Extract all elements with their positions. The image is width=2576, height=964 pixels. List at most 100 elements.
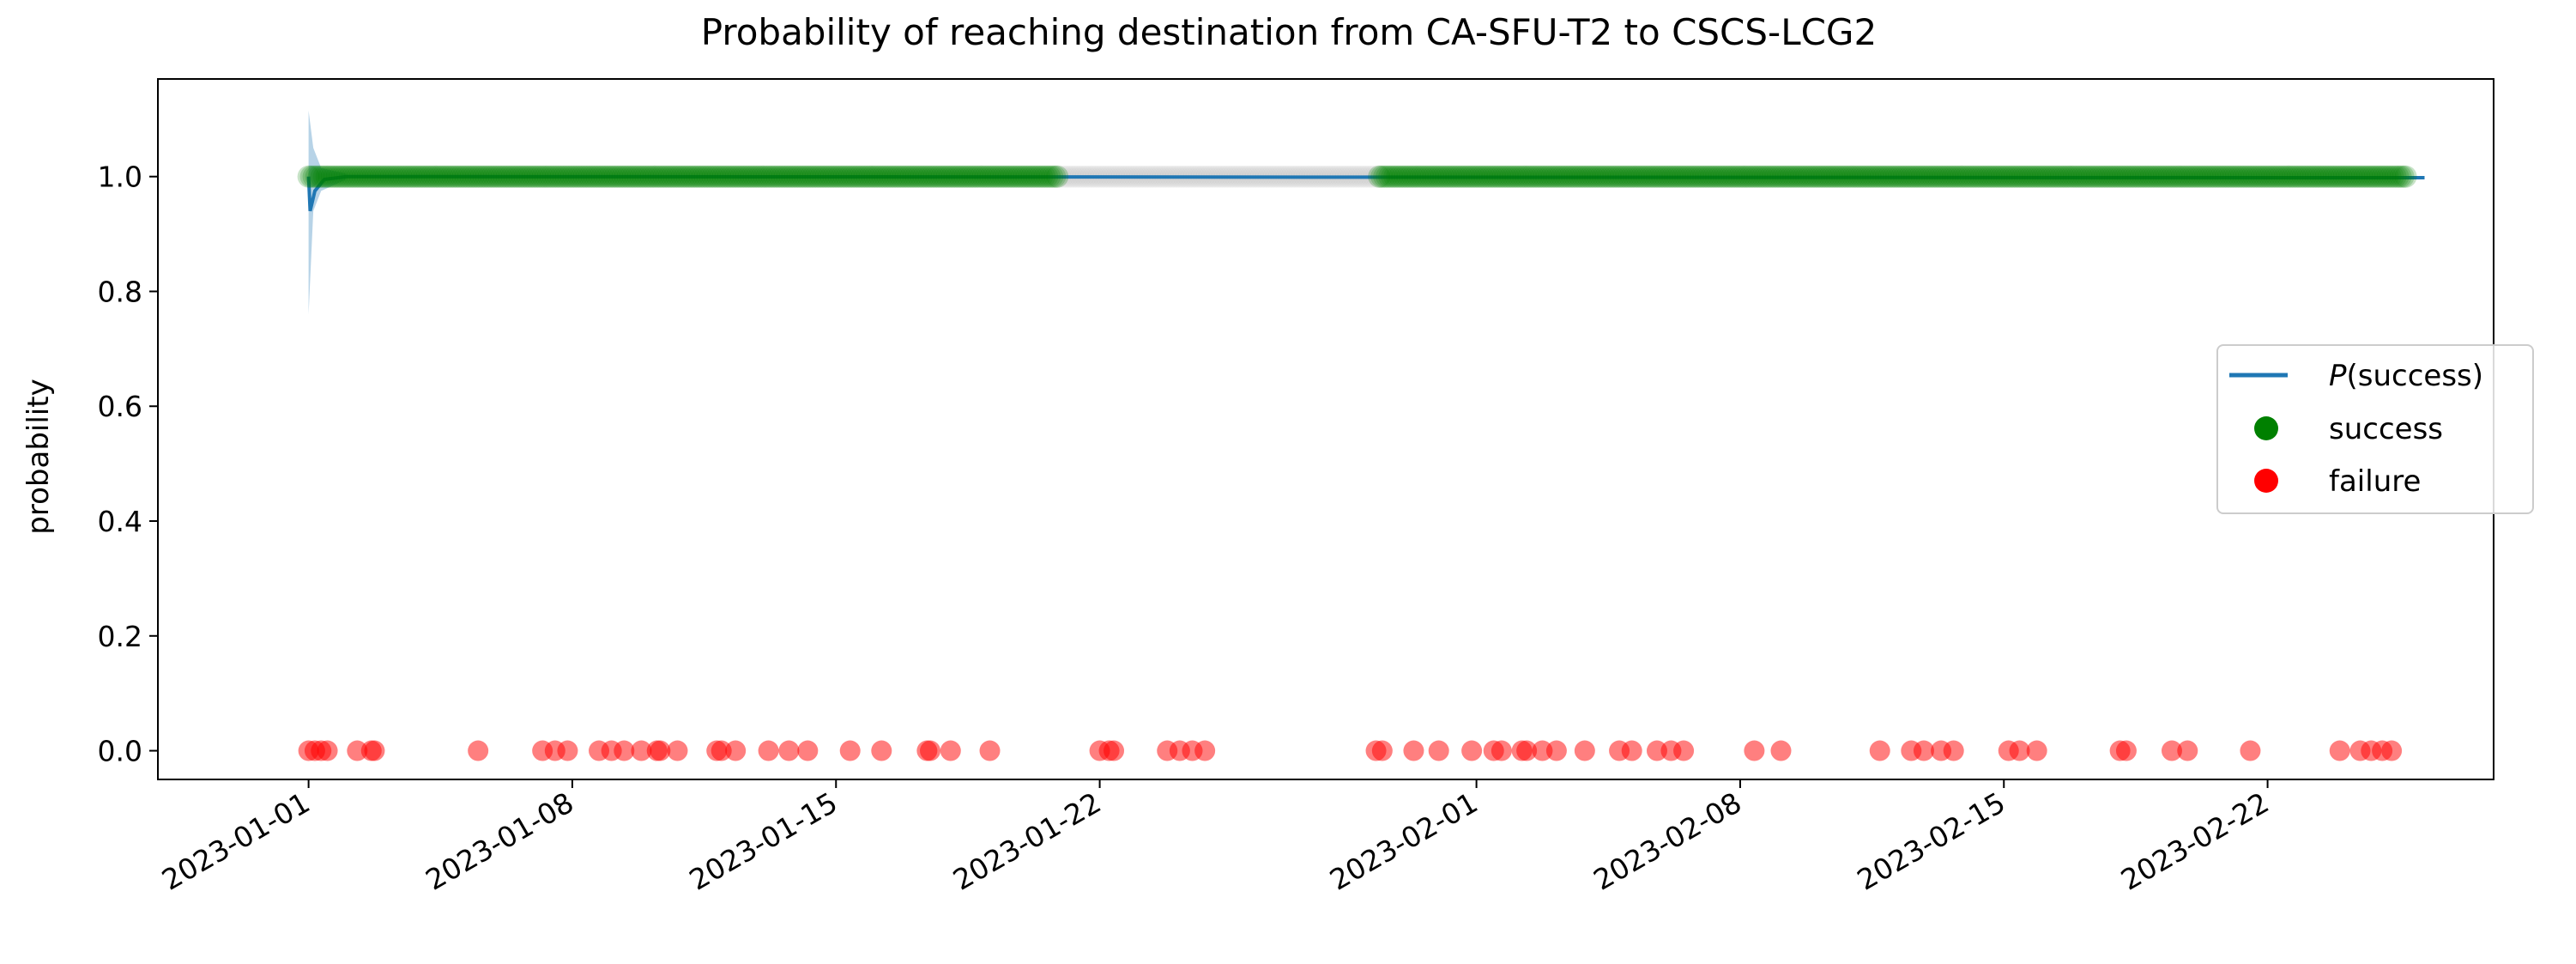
success-marker xyxy=(948,165,971,188)
success-marker xyxy=(781,165,804,188)
success-marker xyxy=(1471,165,1494,188)
success-marker xyxy=(637,165,660,188)
success-marker xyxy=(1951,165,1974,188)
success-marker xyxy=(812,165,835,188)
success-marker xyxy=(1689,165,1712,188)
success-marker xyxy=(1799,165,1823,188)
y-tick-label: 1.0 xyxy=(98,161,142,194)
failure-marker xyxy=(1646,740,1667,761)
success-marker xyxy=(2126,165,2150,188)
failure-marker xyxy=(920,740,941,761)
success-marker xyxy=(644,165,668,188)
success-marker xyxy=(691,165,714,188)
success-marker xyxy=(2070,165,2093,188)
success-marker xyxy=(426,165,449,188)
success-marker xyxy=(670,165,693,188)
success-marker xyxy=(2319,165,2343,188)
success-marker xyxy=(2394,165,2417,188)
success-marker xyxy=(2309,165,2332,188)
success-marker xyxy=(1833,165,1856,188)
success-marker xyxy=(740,165,763,188)
success-marker xyxy=(1756,165,1779,188)
success-marker xyxy=(338,165,361,188)
success-marker xyxy=(1758,165,1781,188)
success-marker xyxy=(753,165,776,188)
success-marker xyxy=(1412,165,1435,188)
success-marker xyxy=(1859,165,1882,188)
success-marker xyxy=(1682,165,1705,188)
success-marker xyxy=(603,165,626,188)
success-marker xyxy=(953,165,977,188)
success-marker xyxy=(706,165,729,188)
success-marker xyxy=(446,165,469,188)
legend-label-success: success xyxy=(2329,412,2443,446)
success-marker xyxy=(827,165,850,188)
success-marker xyxy=(673,165,696,188)
x-tick-label: 2023-01-01 xyxy=(156,785,316,897)
success-marker xyxy=(2144,165,2168,188)
success-marker xyxy=(557,165,580,188)
success-marker xyxy=(374,165,397,188)
success-marker xyxy=(1381,165,1404,188)
success-marker xyxy=(529,165,552,188)
success-marker xyxy=(1714,165,1738,188)
success-marker xyxy=(1563,165,1587,188)
success-marker xyxy=(1630,165,1654,188)
failure-marker xyxy=(1621,740,1642,761)
success-marker xyxy=(2080,165,2103,188)
success-marker xyxy=(724,165,747,188)
success-marker xyxy=(1589,165,1612,188)
success-marker xyxy=(1018,165,1041,188)
success-marker xyxy=(2106,165,2129,188)
success-marker xyxy=(1633,165,1656,188)
success-marker xyxy=(1835,165,1859,188)
success-marker xyxy=(2008,165,2031,188)
success-marker xyxy=(1641,165,1664,188)
success-marker xyxy=(593,165,616,188)
success-marker xyxy=(1815,165,1838,188)
success-marker xyxy=(1597,165,1620,188)
success-marker xyxy=(912,165,935,188)
success-marker xyxy=(356,165,379,188)
success-marker xyxy=(1794,165,1817,188)
success-marker xyxy=(791,165,814,188)
success-marker xyxy=(299,165,323,188)
success-marker xyxy=(2196,165,2219,188)
success-marker xyxy=(2276,165,2299,188)
success-marker xyxy=(1445,165,1468,188)
success-marker xyxy=(1432,165,1455,188)
success-marker xyxy=(943,165,966,188)
success-marker xyxy=(910,165,933,188)
x-tick-label: 2023-02-08 xyxy=(1587,785,1747,897)
success-marker xyxy=(1587,165,1610,188)
success-marker xyxy=(2240,165,2263,188)
failure-marker xyxy=(797,740,819,761)
success-marker xyxy=(807,165,830,188)
success-marker xyxy=(2052,165,2075,188)
success-marker xyxy=(2250,165,2273,188)
success-marker xyxy=(809,165,832,188)
success-marker xyxy=(1002,165,1025,188)
failure-marker xyxy=(1673,740,1695,761)
success-marker xyxy=(1674,165,1697,188)
success-marker xyxy=(387,165,410,188)
success-marker xyxy=(462,165,485,188)
success-marker xyxy=(1962,165,1985,188)
success-marker xyxy=(2005,165,2029,188)
success-marker xyxy=(2278,165,2301,188)
success-marker xyxy=(1725,165,1748,188)
success-marker xyxy=(2075,165,2098,188)
success-marker xyxy=(737,165,760,188)
success-marker xyxy=(830,165,853,188)
success-marker xyxy=(539,165,562,188)
success-marker xyxy=(1928,165,1951,188)
success-marker xyxy=(2039,165,2062,188)
success-marker xyxy=(979,165,1002,188)
success-marker xyxy=(1036,165,1059,188)
success-marker xyxy=(451,165,475,188)
success-marker xyxy=(2229,165,2252,188)
success-marker xyxy=(1805,165,1828,188)
x-tick-label: 2023-01-22 xyxy=(947,785,1107,897)
success-marker xyxy=(2018,165,2041,188)
success-marker xyxy=(1781,165,1805,188)
